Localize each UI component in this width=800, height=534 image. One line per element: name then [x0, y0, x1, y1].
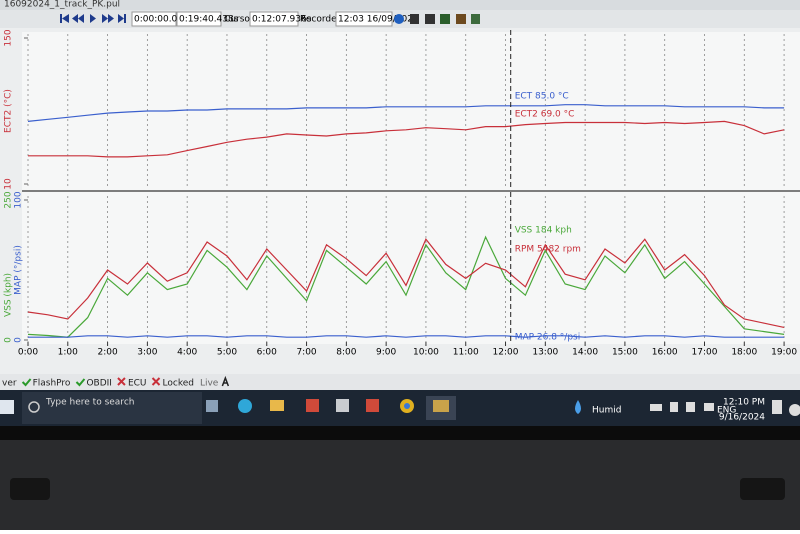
cursor-time: 0:12:07.936s: [252, 15, 312, 25]
x-tick-label: 11:00: [453, 348, 479, 358]
taskbar-apps[interactable]: [206, 396, 456, 420]
cursor-value: RPM 5482 rpm: [515, 245, 581, 255]
series-line: [27, 104, 785, 122]
language: ENG: [717, 406, 736, 416]
file-name: 16092024_1_track_PK.pul: [4, 0, 120, 10]
clock-date: 9/16/2024: [719, 413, 765, 423]
search-icon: [28, 401, 40, 413]
search-text: Type here to search: [45, 398, 134, 408]
y-tick-label: 150: [4, 29, 14, 46]
x-tick-label: 14:00: [572, 348, 598, 358]
end-time: 0:19:40.438s: [179, 15, 239, 25]
ok-icon: [75, 378, 86, 387]
x-tick-label: 2:00: [97, 348, 117, 358]
x-tick-label: 1:00: [58, 348, 78, 358]
end-box: [176, 11, 222, 27]
series-line: [28, 335, 785, 338]
y-tick-label: 100: [14, 191, 24, 208]
status-bar: [0, 374, 800, 390]
cursor-box: [249, 11, 299, 27]
hinge: [10, 478, 50, 500]
hinge: [740, 478, 785, 500]
x-tick-label: 5:00: [217, 348, 237, 358]
cursor-value: ECT2 69.0 °C: [515, 110, 575, 120]
status-item: ver: [2, 379, 17, 389]
x-tick-label: 15:00: [612, 348, 638, 358]
ok-icon: [21, 378, 32, 387]
status-item: Locked: [163, 379, 194, 389]
cursor-label: Cursor: [224, 15, 254, 25]
x-tick-label: 3:00: [137, 348, 157, 358]
x-tick-label: 7:00: [296, 348, 316, 358]
series-line: [27, 238, 785, 328]
x-tick-label: 6:00: [257, 348, 277, 358]
tool-icons[interactable]: [394, 14, 480, 24]
clock-time: 12:10 PM: [723, 398, 765, 408]
y-tick-label: 0: [14, 337, 24, 343]
cursor-value: VSS 184 kph: [515, 226, 572, 236]
series-line: [27, 235, 785, 338]
fail-icon: [151, 377, 161, 386]
y-tick-label: 0: [4, 337, 14, 343]
series-line: [28, 120, 785, 158]
status-item: OBDII: [86, 379, 112, 389]
status-item: Live: [200, 379, 219, 389]
cursor-value: MAP 26.8 °/psi: [515, 333, 581, 343]
recorded-box: [335, 11, 393, 27]
x-tick-label: 12:00: [493, 348, 519, 358]
recorded-label: Recorded: [300, 15, 342, 25]
y-axis-label: VSS (kph): [4, 273, 14, 317]
search-box[interactable]: [22, 392, 202, 424]
plot-area: [22, 32, 800, 344]
x-tick-label: 18:00: [731, 348, 757, 358]
status-item: ECU: [128, 379, 147, 389]
status-item: FlashPro: [33, 379, 71, 389]
x-tick-label: 13:00: [532, 348, 558, 358]
playback-buttons[interactable]: [60, 14, 126, 23]
tray-icons[interactable]: [650, 400, 800, 416]
y-axis-label: ECT2 (°C): [4, 89, 14, 133]
recorded-time: 12:03 16/09/2024: [338, 15, 419, 25]
x-tick-label: 19:00: [771, 348, 797, 358]
x-tick-label: 4:00: [177, 348, 197, 358]
start-time: 0:00:00.000s: [134, 15, 194, 25]
start-button[interactable]: [0, 400, 14, 414]
x-tick-label: 16:00: [652, 348, 678, 358]
y-tick-label: 10: [4, 178, 14, 190]
lock-icon: [221, 375, 230, 387]
fail-icon: [117, 377, 126, 386]
y2-axis-label: MAP (°/psi): [14, 245, 24, 295]
x-tick-label: 17:00: [692, 348, 718, 358]
weather-icon: [575, 400, 581, 414]
title-bar: [0, 0, 800, 10]
x-tick-label: 9:00: [376, 348, 396, 358]
laptop-body: [0, 440, 800, 530]
x-tick-label: 10:00: [413, 348, 439, 358]
x-tick-label: 0:00: [18, 348, 38, 358]
x-tick-label: 8:00: [336, 348, 356, 358]
y-tick-label: 250: [4, 191, 14, 208]
cursor-value: ECT 85.0 °C: [515, 92, 569, 102]
weather: Humid: [592, 406, 621, 416]
start-box: [131, 11, 177, 27]
